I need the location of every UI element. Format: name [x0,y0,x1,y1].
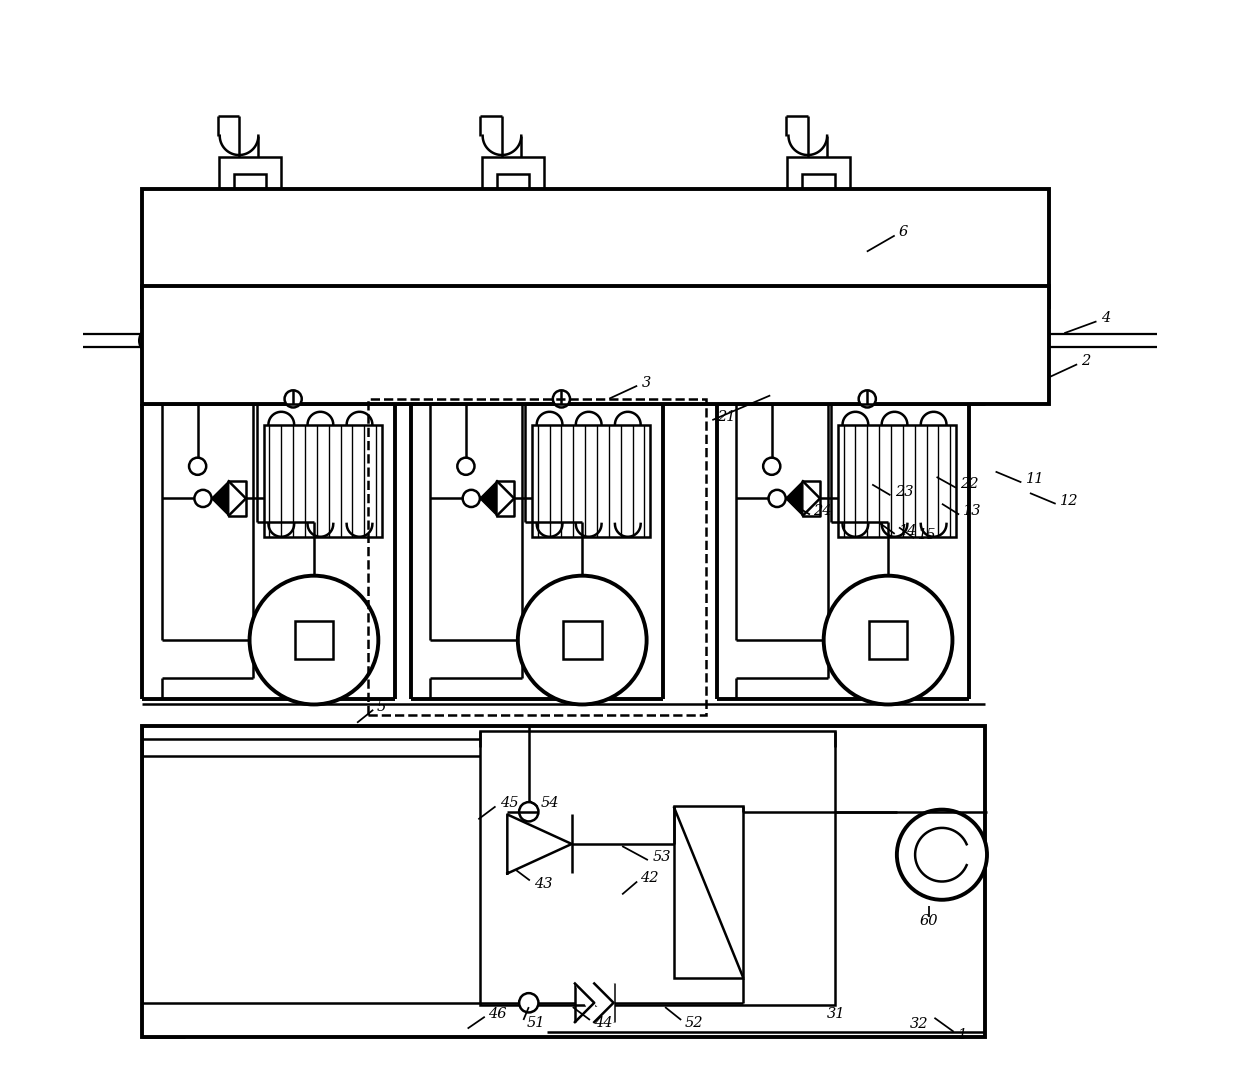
Bar [143,286,1049,404]
Bar [218,158,281,222]
Bar [481,158,544,222]
Circle shape [897,810,987,900]
Circle shape [823,576,952,704]
Text: 52: 52 [684,1016,703,1030]
Circle shape [928,327,956,354]
Bar [496,174,528,207]
Polygon shape [212,482,228,515]
Bar [802,174,835,207]
Circle shape [463,490,480,507]
Circle shape [763,458,780,475]
Circle shape [769,490,786,507]
Text: 24: 24 [813,504,832,518]
Circle shape [249,576,378,704]
Circle shape [458,458,475,475]
Circle shape [531,327,559,354]
Polygon shape [786,482,802,515]
Text: 11: 11 [1025,472,1044,486]
Bar [787,158,849,222]
Text: 51: 51 [527,1016,546,1030]
Bar [143,726,985,1037]
Text: 22: 22 [960,477,978,491]
Text: 12: 12 [1060,493,1079,508]
Bar [838,425,956,537]
Text: 31: 31 [827,1007,846,1021]
Text: 2: 2 [1081,354,1091,368]
Bar [563,621,601,660]
Bar [869,621,908,660]
Text: 60: 60 [920,914,939,928]
Circle shape [553,390,570,408]
Text: 15: 15 [919,528,937,542]
Text: 42: 42 [640,872,658,885]
Polygon shape [594,984,614,1022]
Text: 6: 6 [899,225,908,239]
Circle shape [284,390,301,408]
Polygon shape [507,814,572,874]
Circle shape [520,994,538,1012]
Text: 45: 45 [500,796,518,810]
Text: 23: 23 [895,485,913,499]
Circle shape [735,327,763,354]
Text: 32: 32 [910,1017,929,1032]
Circle shape [858,390,875,408]
Circle shape [195,490,212,507]
Bar [143,189,1049,308]
Polygon shape [575,984,594,1022]
Bar [673,807,744,978]
Circle shape [139,327,167,354]
Text: 46: 46 [489,1007,506,1021]
Text: 5: 5 [377,700,386,713]
Bar [264,425,382,537]
Text: 53: 53 [652,850,671,864]
Circle shape [327,327,355,354]
Text: 14: 14 [899,524,918,538]
Bar [233,174,265,207]
Circle shape [520,802,538,822]
Text: 21: 21 [717,410,735,424]
Bar [532,425,650,537]
Text: 13: 13 [963,504,982,518]
Text: 1: 1 [959,1028,967,1042]
Circle shape [188,458,206,475]
Text: 4: 4 [1101,311,1110,325]
Polygon shape [480,482,497,515]
Bar [368,399,706,715]
Circle shape [518,576,646,704]
Text: 43: 43 [534,877,553,890]
Bar [480,732,835,1005]
Bar [295,621,334,660]
Text: 44: 44 [594,1016,613,1030]
Text: 3: 3 [641,375,651,389]
Text: 54: 54 [541,796,559,810]
